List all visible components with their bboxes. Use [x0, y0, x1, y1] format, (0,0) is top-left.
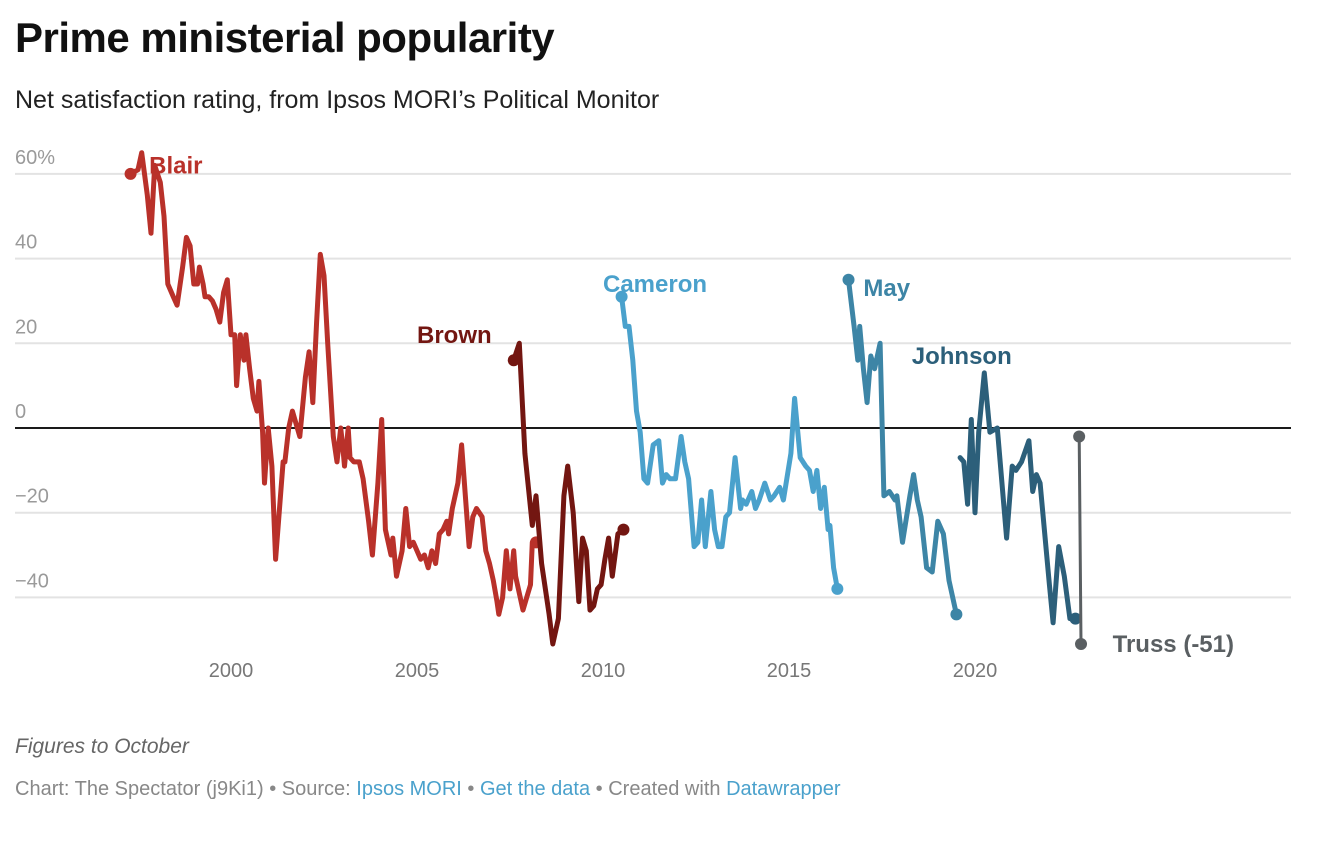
separator: •: [269, 778, 277, 800]
x-tick-label: 2000: [209, 660, 254, 682]
y-tick-label: −20: [15, 486, 49, 508]
separator: •: [595, 778, 603, 800]
series-start-dot: [507, 354, 520, 367]
chart-footer: Chart: The Spectator (j9Ki1) • Source: I…: [15, 778, 841, 801]
x-tick-label: 2005: [395, 660, 440, 682]
series-line-brown: [511, 340, 626, 647]
series-start-dot: [124, 167, 137, 180]
x-axis-ticks: 2000 2005 2010 2015 2020: [209, 660, 998, 682]
series-end-dot: [1069, 612, 1082, 625]
series-end-dot: [1075, 637, 1088, 650]
chart-title: Prime ministerial popularity: [15, 14, 555, 61]
y-tick-label: 60%: [15, 147, 55, 169]
series-label-brown: Brown: [417, 322, 492, 349]
series-line-may: [846, 277, 959, 617]
series-start-dot: [842, 273, 855, 286]
series-label-johnson: Johnson: [912, 343, 1012, 370]
x-tick-label: 2015: [767, 660, 812, 682]
y-tick-label: 0: [15, 401, 26, 423]
series-label-blair: Blair: [149, 152, 202, 179]
series-end-dot: [831, 582, 844, 595]
series-end-dot: [950, 608, 963, 621]
series-line-cameron: [619, 294, 840, 592]
series-label-may: May: [863, 275, 910, 302]
gridlines: [15, 172, 1291, 599]
datawrapper-link[interactable]: Datawrapper: [726, 778, 841, 800]
get-data-link[interactable]: Get the data: [480, 778, 591, 800]
chart-credit: Chart: The Spectator (j9Ki1): [15, 778, 264, 800]
series-line-blair: [128, 150, 539, 617]
chart-notes: Figures to October: [15, 735, 189, 758]
separator: •: [467, 778, 475, 800]
series-labels: Blair Brown Cameron May Johnson Truss (-51): [149, 152, 1234, 658]
source-link[interactable]: Ipsos MORI: [356, 778, 462, 800]
series-start-dot: [1073, 430, 1086, 443]
y-tick-label: 20: [15, 316, 37, 338]
series-line-truss: [1077, 435, 1083, 646]
x-tick-label: 2010: [581, 660, 626, 682]
y-tick-label: −40: [15, 570, 49, 592]
series-label-truss: Truss (-51): [1113, 631, 1234, 658]
chart-subtitle: Net satisfaction rating, from Ipsos MORI…: [15, 86, 660, 114]
source-prefix: Source:: [281, 778, 351, 800]
x-tick-label: 2020: [953, 660, 998, 682]
series-line-johnson: [957, 370, 1078, 626]
series-end-dot: [617, 523, 630, 536]
series-lines: [124, 150, 1088, 650]
series-label-cameron: Cameron: [603, 271, 707, 298]
y-tick-label: 40: [15, 232, 37, 254]
y-axis-ticks: 60% 40 20 0 −20 −40: [15, 147, 55, 593]
series-start-dot: [615, 290, 628, 303]
created-prefix: Created with: [608, 778, 721, 800]
